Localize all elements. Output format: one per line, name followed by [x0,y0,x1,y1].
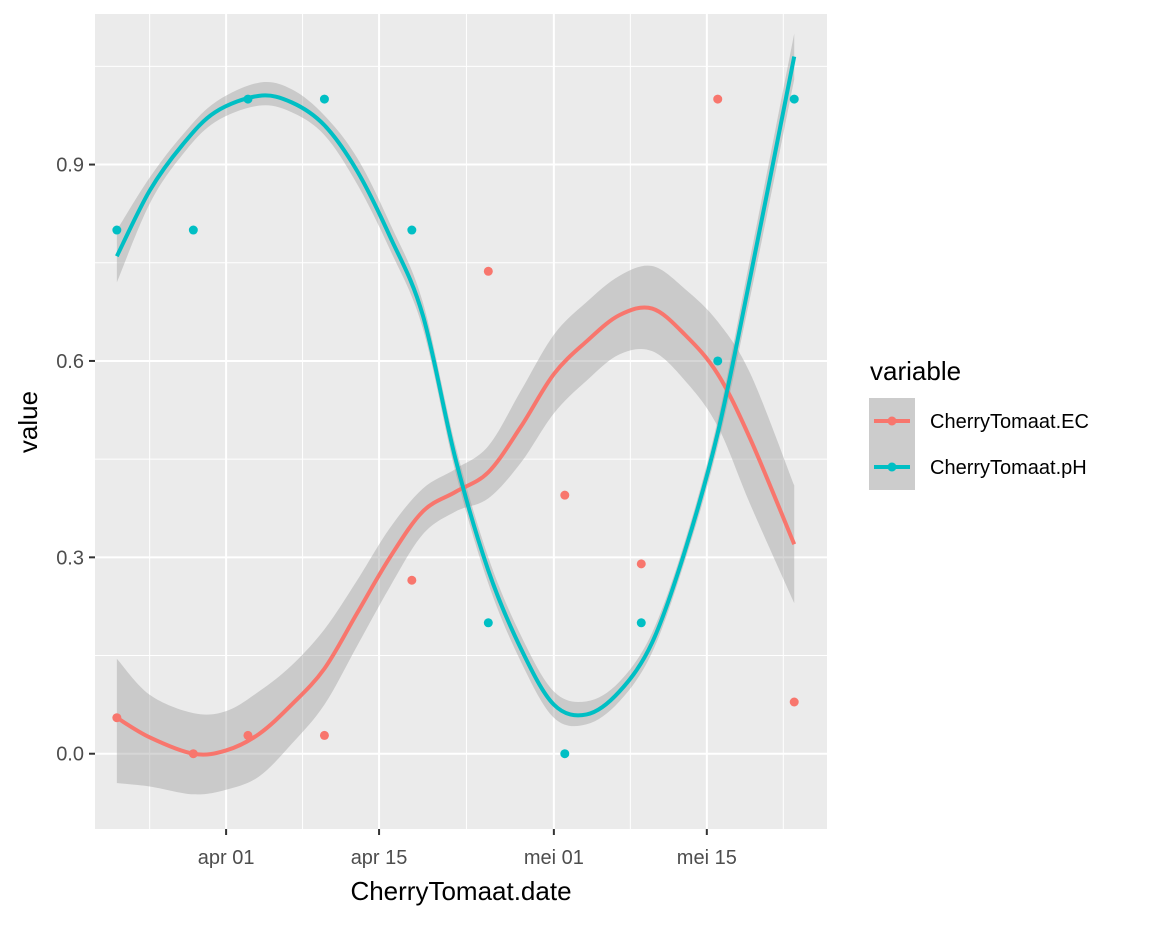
data-point-cherrytomaat-ec [713,94,723,104]
data-point-cherrytomaat-ph [789,94,799,104]
x-axis-title: CherryTomaat.date [350,876,571,906]
x-tick-label: apr 15 [351,847,408,869]
grid-minor [95,14,827,829]
smooth-line-cherrytomaat-ec [115,305,797,757]
confidence-bands [116,33,795,795]
data-point-cherrytomaat-ec [319,730,329,740]
data-point-cherrytomaat-ph [407,225,417,235]
confidence-band-cherrytomaat-ec [116,265,795,795]
data-point-cherrytomaat-ec [112,713,122,723]
legend-key-point-cherrytomaat-ph [887,462,897,472]
legend-keys: CherryTomaat.EC CherryTomaat.pH [869,398,1089,490]
data-point-cherrytomaat-ec [560,490,570,500]
legend-label-cherrytomaat-ph: CherryTomaat.pH [930,457,1087,479]
data-point-cherrytomaat-ph [636,618,646,628]
plot-panel [95,14,827,829]
data-point-cherrytomaat-ph [560,749,570,759]
data-point-cherrytomaat-ph [713,356,723,366]
x-tick-label: mei 01 [524,847,584,869]
data-point-cherrytomaat-ec [636,559,646,569]
legend: variable CherryTomaat.EC CherryTomaat.pH [869,356,1089,490]
legend-title: variable [870,356,961,386]
y-tick-label: 0.0 [56,744,84,766]
x-tick-label: mei 15 [677,847,737,869]
y-axis: 0.0 0.3 0.6 0.9 [56,155,95,766]
y-tick-label: 0.6 [56,351,84,373]
smooth-line-cherrytomaat-ph [115,56,797,718]
data-point-cherrytomaat-ph [483,618,493,628]
data-point-cherrytomaat-ec [243,730,253,740]
grid-major [95,14,827,829]
legend-key-point-cherrytomaat-ec [887,416,897,426]
data-point-cherrytomaat-ph [243,94,253,104]
y-tick-label: 0.9 [56,155,84,177]
data-point-cherrytomaat-ec [407,575,417,585]
x-axis: apr 01 apr 15 mei 01 mei 15 [198,829,737,869]
data-point-cherrytomaat-ph [319,94,329,104]
data-points [112,94,799,759]
x-tick-label: apr 01 [198,847,255,869]
data-point-cherrytomaat-ec [789,697,799,707]
y-tick-label: 0.3 [56,547,84,569]
data-point-cherrytomaat-ph [112,225,122,235]
data-point-cherrytomaat-ec [188,749,198,759]
data-point-cherrytomaat-ec [483,266,493,276]
y-axis-title: value [13,391,43,453]
smooth-lines [115,56,797,757]
legend-label-cherrytomaat-ec: CherryTomaat.EC [930,411,1089,433]
data-point-cherrytomaat-ph [188,225,198,235]
